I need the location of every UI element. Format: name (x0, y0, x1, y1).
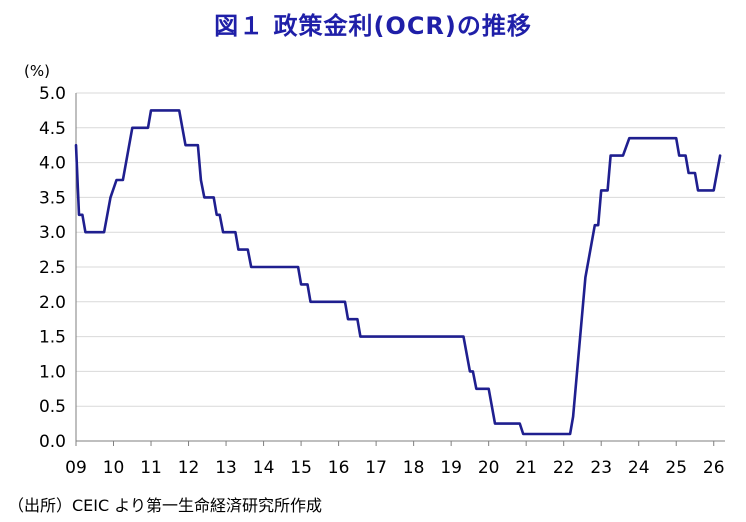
x-tick-label: 18 (403, 458, 425, 478)
x-tick-label: 16 (328, 458, 350, 478)
x-tick-label: 20 (478, 458, 500, 478)
y-tick-label: 3.5 (39, 188, 66, 208)
x-tick-label: 21 (515, 458, 537, 478)
x-tick-label: 22 (553, 458, 575, 478)
x-tick-label: 17 (365, 458, 387, 478)
y-tick-label: 4.0 (39, 154, 66, 174)
y-tick-label: 3.0 (39, 223, 66, 243)
x-tick-label: 11 (140, 458, 162, 478)
x-tick-label: 14 (253, 458, 275, 478)
y-axis-tick-labels: 0.0 0.5 1.0 1.5 2.0 2.5 3.0 3.5 4.0 4.5 5.0 (39, 84, 66, 452)
chart-title: 図１ 政策金利(OCR)の推移 (214, 12, 532, 40)
x-tick-label: 23 (590, 458, 612, 478)
x-tick-label: 26 (703, 458, 725, 478)
y-axis-unit-label: (%) (24, 62, 50, 80)
x-axis-tick-labels: 09 10 11 12 13 14 15 16 17 18 19 20 21 22 23 24 25 26 (65, 458, 724, 478)
x-tick-label: 15 (290, 458, 312, 478)
y-tick-label: 2.5 (39, 258, 66, 278)
y-tick-label: 0.5 (39, 397, 66, 417)
y-tick-label: 1.0 (39, 362, 66, 382)
x-tick-label: 13 (215, 458, 237, 478)
y-tick-label: 2.0 (39, 293, 66, 313)
x-tick-label: 24 (628, 458, 650, 478)
x-tick-label: 19 (440, 458, 462, 478)
y-tick-label: 4.5 (39, 119, 66, 139)
ocr-series (74, 109, 722, 436)
x-tick-label: 25 (665, 458, 687, 478)
y-tick-label: 5.0 (39, 84, 66, 104)
x-tick-label: 10 (103, 458, 125, 478)
source-note: （出所）CEIC より第一生命経済研究所作成 (8, 496, 322, 515)
y-tick-label: 0.0 (39, 432, 66, 452)
series-line (74, 109, 722, 436)
x-tick-label: 12 (178, 458, 200, 478)
x-tick-label: 09 (65, 458, 87, 478)
y-tick-label: 1.5 (39, 328, 66, 348)
